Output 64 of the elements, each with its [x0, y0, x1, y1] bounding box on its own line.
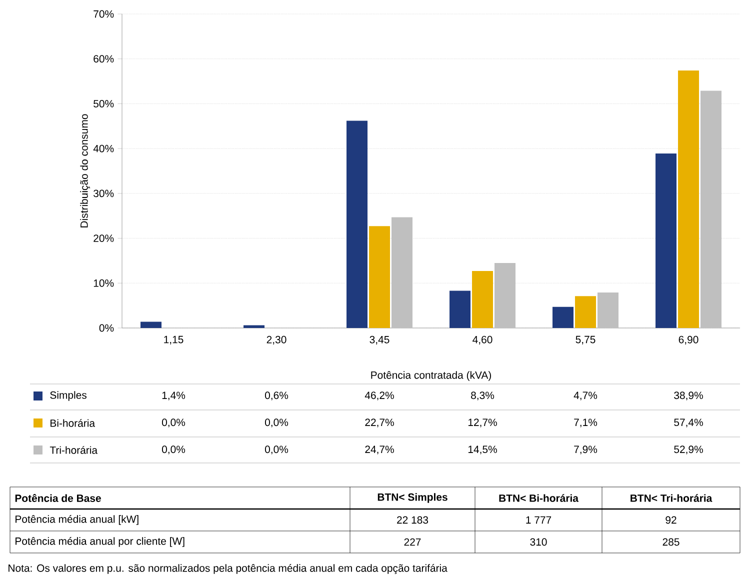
bar [575, 296, 596, 328]
x-tick-label: 5,75 [576, 336, 596, 344]
data-label: 1,4% [162, 392, 186, 400]
text: Nota: Os valores em p.u. são normalizados pela potência média anual em cada opção tarifária [8, 564, 448, 574]
bar [450, 290, 471, 328]
y-tick-label: 40% [93, 144, 114, 152]
data-label: 52,9% [674, 446, 703, 454]
category-label: Potência média anual por cliente [W] [16, 537, 184, 547]
bar [656, 153, 677, 328]
x-tick-label: 6,90 [678, 336, 698, 345]
bar [552, 306, 574, 328]
text: Potência de Base [15, 494, 101, 502]
bar [392, 217, 413, 328]
data-label: 0,0% [162, 418, 186, 428]
text: 227 [404, 538, 421, 546]
bar [598, 292, 619, 328]
data-label: 7,1% [574, 418, 598, 428]
data-label: 38,9% [674, 392, 703, 400]
data-label: 57,4% [674, 418, 703, 428]
data-label: 4,7% [574, 392, 598, 400]
category-label: BTN< Tri-horária [630, 494, 712, 502]
text: 1 777 [526, 516, 552, 524]
bar [700, 90, 722, 328]
data-label: 0,6% [264, 392, 288, 400]
legend-label: Tri-horária [50, 446, 98, 454]
data-label: 14,5% [468, 446, 497, 454]
x-axis-title: Potência contratada (kVA) [371, 371, 492, 381]
bar [678, 70, 700, 328]
data-label: 22,7% [365, 418, 394, 428]
y-tick-label: 0% [99, 324, 114, 332]
data-label: 0,0% [162, 446, 186, 454]
y-tick-label: 50% [94, 100, 114, 108]
y-tick-label: 60% [94, 55, 114, 63]
y-tick-label: 30% [94, 190, 114, 198]
category-label: BTN< Simples [378, 493, 448, 503]
y-tick-label: 20% [94, 234, 114, 242]
data-label: 7,9% [574, 446, 598, 454]
data-label: 24,7% [365, 446, 394, 454]
category-label: Potência média anual [kW] [16, 515, 138, 525]
text: 92 [666, 516, 676, 524]
data-label: 0,0% [264, 418, 288, 428]
data-label: 0,0% [264, 446, 288, 454]
bar [140, 322, 162, 328]
data-label: 46,2% [364, 392, 394, 400]
legend-label: Simples [50, 391, 87, 401]
bar [472, 271, 494, 328]
bar [346, 120, 368, 328]
x-tick-label: 1,15 [164, 336, 184, 344]
x-tick-label: 4,60 [472, 336, 492, 345]
text: 22 183 [397, 516, 428, 524]
category-label: BTN< Bi-horária [499, 494, 579, 502]
legend-label: Bi-horária [50, 419, 96, 427]
y-tick-label: 70% [94, 10, 114, 18]
y-tick-label: 10% [94, 279, 114, 287]
data-label: 8,3% [471, 392, 494, 400]
data-label: 12,7% [468, 418, 497, 428]
y-axis-title: Distribuição do consumo [80, 114, 90, 228]
bar [369, 226, 390, 328]
text: 310 [530, 538, 547, 546]
bar [244, 325, 265, 328]
text: 285 [662, 538, 680, 546]
bar [494, 262, 516, 328]
x-tick-label: 2,30 [266, 336, 286, 345]
x-tick-label: 3,45 [370, 336, 390, 345]
